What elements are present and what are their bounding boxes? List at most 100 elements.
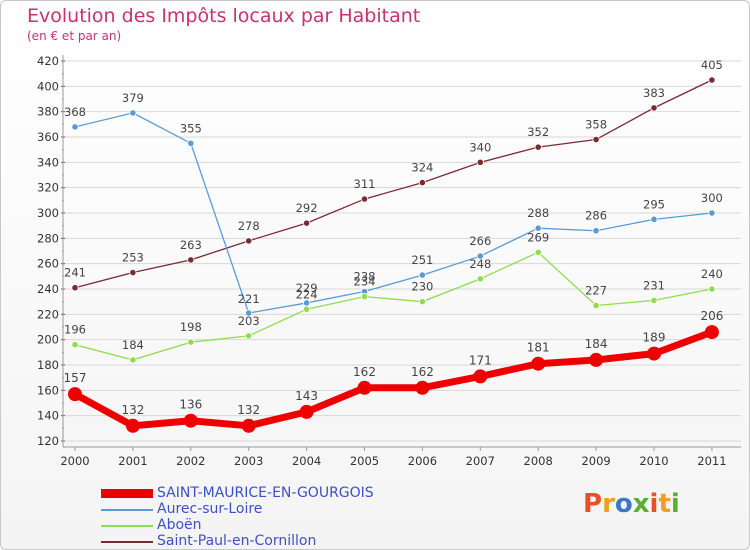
data-point (245, 332, 253, 340)
x-tick-label: 2003 (234, 454, 263, 468)
legend-swatch (101, 509, 153, 511)
data-label: 300 (701, 191, 723, 205)
data-label: 311 (354, 177, 376, 191)
data-point (187, 256, 195, 264)
data-point (476, 252, 484, 260)
data-label: 171 (469, 353, 492, 367)
data-label: 263 (180, 238, 202, 252)
logo-letter: r (602, 489, 615, 519)
data-label: 379 (122, 91, 144, 105)
data-label: 340 (469, 140, 491, 154)
y-tick-label: 380 (37, 105, 59, 119)
data-point (415, 380, 430, 395)
x-tick-label: 2005 (350, 454, 379, 468)
data-label: 196 (64, 323, 86, 337)
y-tick-label: 120 (37, 434, 59, 448)
data-point (534, 224, 542, 232)
data-point (704, 325, 719, 340)
y-tick-label: 360 (37, 130, 59, 144)
y-tick-label: 220 (37, 307, 59, 321)
data-label: 269 (527, 230, 549, 244)
data-point (647, 346, 661, 361)
data-label: 266 (469, 234, 491, 248)
data-point (592, 227, 600, 235)
data-point (245, 237, 253, 245)
data-point (531, 356, 546, 371)
series-line (74, 112, 712, 314)
data-point (241, 418, 256, 433)
data-label: 231 (643, 278, 665, 292)
data-label: 405 (701, 58, 723, 72)
data-point (71, 123, 79, 131)
data-label: 251 (411, 253, 433, 267)
data-label: 286 (585, 209, 607, 223)
data-point (592, 301, 600, 310)
x-tick-label: 2008 (524, 454, 553, 468)
data-label: 288 (527, 206, 549, 220)
series-line-saint-maurice (71, 328, 716, 430)
proxiti-logo: Proxiti (583, 489, 680, 519)
legend-swatch (101, 541, 153, 543)
series-line (74, 79, 713, 289)
data-label: 383 (643, 86, 665, 100)
logo-letter: i (649, 489, 659, 519)
data-point (187, 139, 195, 147)
data-label: 203 (238, 314, 260, 328)
y-tick-label: 340 (37, 155, 59, 169)
data-label: 198 (180, 320, 202, 334)
x-tick-label: 2002 (176, 454, 205, 468)
data-label: 295 (643, 197, 665, 211)
chart-title: Evolution des Impôts locaux par Habitant (27, 5, 421, 27)
data-point (68, 387, 82, 402)
data-label: 189 (643, 331, 666, 345)
data-point (71, 284, 79, 292)
data-point (708, 209, 716, 217)
data-label: 162 (411, 365, 434, 379)
data-label: 278 (238, 219, 260, 233)
y-tick-label: 140 (37, 409, 59, 423)
logo-letter: i (670, 489, 680, 519)
data-point (357, 380, 372, 395)
data-label: 248 (469, 257, 491, 271)
data-point (708, 76, 716, 84)
data-point (418, 271, 426, 279)
legend-label: Saint-Paul-en-Cornillon (157, 533, 317, 549)
data-point (476, 275, 484, 283)
data-point (129, 268, 137, 277)
x-tick-label: 2009 (581, 454, 610, 468)
data-label: 227 (585, 283, 607, 297)
data-point (534, 248, 542, 256)
chart-subtitle: (en € et par an) (27, 29, 122, 43)
legend-label: SAINT-MAURICE-EN-GOURGOIS (157, 485, 374, 501)
data-point (183, 413, 198, 428)
y-tick-label: 400 (37, 79, 59, 93)
x-tick-label: 2006 (408, 454, 437, 468)
data-point (708, 285, 716, 293)
x-tick-label: 2010 (639, 454, 668, 468)
y-tick-label: 420 (37, 54, 59, 68)
series-line (74, 251, 713, 361)
x-tick-label: 2000 (60, 454, 89, 468)
data-point (302, 219, 311, 227)
data-label: 355 (180, 121, 202, 135)
data-label: 157 (64, 371, 87, 385)
data-point (360, 292, 369, 301)
data-label: 162 (353, 365, 376, 379)
data-point (418, 179, 426, 187)
data-label: 234 (354, 275, 376, 289)
data-label: 238 (354, 270, 376, 284)
data-label: 324 (411, 161, 433, 175)
logo-letter: t (658, 489, 671, 519)
data-label: 143 (295, 389, 318, 403)
x-tick-label: 2004 (292, 454, 321, 468)
data-label: 352 (527, 125, 549, 139)
data-label: 224 (296, 287, 318, 301)
data-label: 240 (701, 267, 723, 281)
data-point (302, 305, 311, 313)
data-label: 132 (121, 403, 144, 417)
data-point (360, 195, 369, 203)
y-tick-label: 320 (37, 181, 59, 195)
data-label: 368 (64, 105, 86, 119)
